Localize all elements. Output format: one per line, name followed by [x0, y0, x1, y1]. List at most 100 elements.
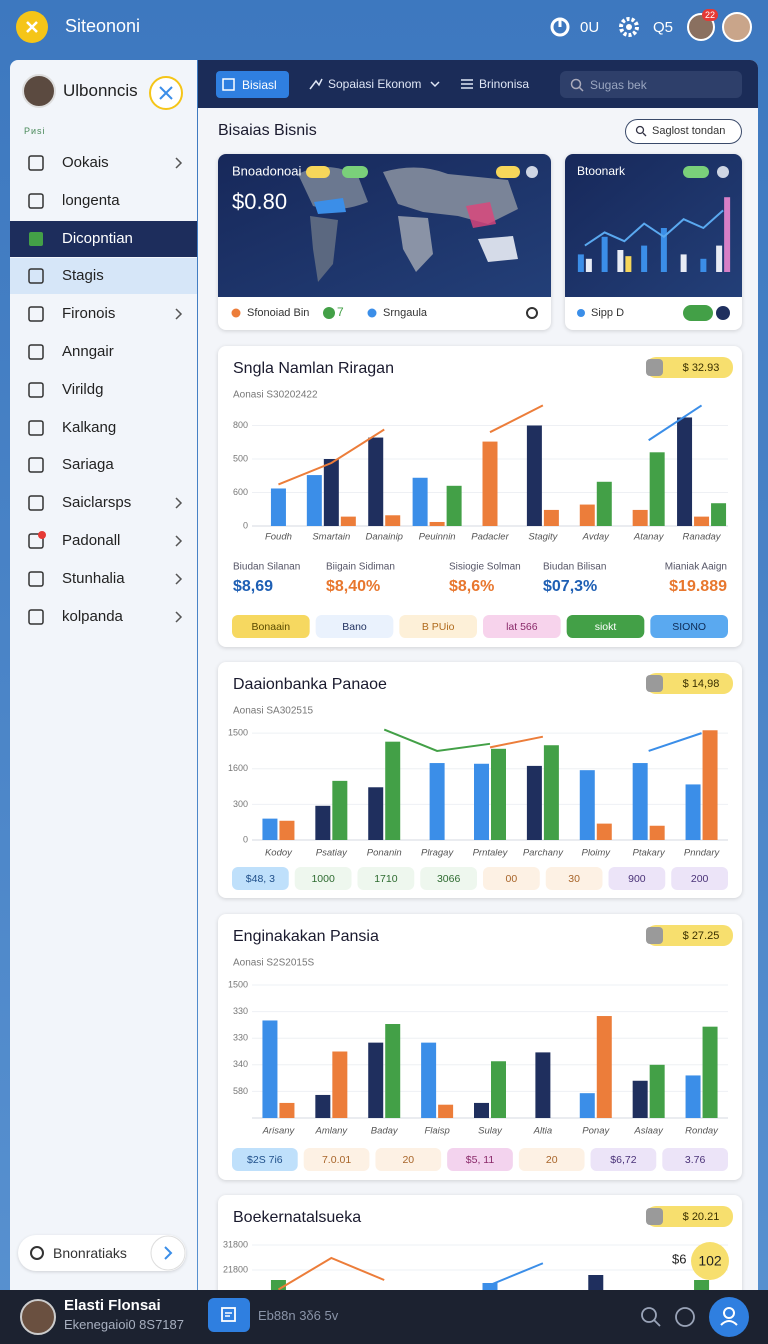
bar [279, 1102, 295, 1118]
continent [478, 236, 518, 262]
search-box[interactable]: Sugas bek [560, 71, 742, 98]
avatar[interactable] [722, 12, 752, 42]
pill-label: 900 [628, 873, 646, 885]
pill[interactable] [294, 867, 352, 890]
dropdown-icon [430, 81, 440, 88]
bar [641, 245, 648, 272]
pill[interactable] [545, 867, 603, 890]
menu-item[interactable]: Ookais [10, 145, 197, 181]
legend-label: Srngaula [383, 307, 428, 319]
pill-label: 30 [568, 873, 580, 885]
settings-icon[interactable] [617, 15, 641, 39]
legend-label: 7 [337, 305, 344, 319]
menu-item[interactable]: longenta [10, 183, 197, 219]
bar [649, 452, 665, 526]
tab[interactable]: Brinonisa [479, 77, 530, 91]
pill[interactable] [608, 867, 666, 890]
icon [716, 306, 730, 320]
menu-label: Padonall [62, 532, 121, 549]
user-button[interactable] [708, 1296, 750, 1338]
menu-item[interactable]: Sariaga [10, 447, 197, 483]
x-tick-label: Arisany [262, 1126, 296, 1137]
menu-item[interactable]: kolpanda [10, 599, 197, 635]
menu-item[interactable]: Stunhalia [10, 561, 197, 597]
menu-button[interactable] [16, 11, 48, 43]
menu-icon [28, 531, 46, 549]
icon [526, 166, 538, 178]
pill[interactable] [671, 867, 728, 890]
pill-label: lat 566 [506, 621, 538, 633]
menu-item[interactable]: Saiclarsps [10, 485, 197, 521]
icon[interactable] [526, 307, 538, 319]
chevron-shape [175, 497, 183, 509]
menu-item[interactable]: Stagis [10, 258, 197, 295]
mini-chart-card: Btoonark Sipp D [565, 154, 742, 330]
menu-item[interactable]: Anngair [10, 334, 197, 370]
pill[interactable] [566, 615, 645, 638]
pill[interactable] [232, 615, 310, 638]
pill[interactable] [590, 1148, 657, 1171]
next-button[interactable] [150, 1235, 186, 1271]
bar [474, 1102, 489, 1118]
pill[interactable] [483, 615, 561, 638]
pill[interactable] [375, 1148, 442, 1171]
action-button[interactable] [208, 1298, 250, 1332]
bar [535, 1052, 551, 1118]
x-tick-label: Stagity [528, 532, 558, 543]
x-tick-label: Ronday [685, 1126, 719, 1137]
bar [601, 236, 608, 272]
x-tick-label: Peuinnin [419, 532, 456, 543]
pill[interactable] [483, 867, 540, 890]
chart-title: Sngla Namlan Riragan [233, 360, 394, 377]
bar [660, 228, 667, 272]
menu-item[interactable]: Virildg [10, 372, 197, 408]
pill[interactable] [303, 1148, 370, 1171]
badge-value: $ 27.25 [683, 930, 720, 942]
x-tick-label: Altia [533, 1126, 552, 1137]
menu-item[interactable]: Padonall [10, 523, 197, 559]
pill[interactable] [518, 1148, 585, 1171]
pill[interactable] [357, 867, 415, 890]
menu-label: Stunhalia [62, 569, 125, 587]
toolbar: Bisiasl Sopaiasi Ekonom Brinonisa Sugas … [198, 60, 758, 108]
pill[interactable] [447, 1148, 513, 1171]
badge-avatar [646, 359, 663, 376]
close-button[interactable] [148, 75, 184, 111]
chart-title: Boekernatalsueka [233, 1209, 361, 1226]
search-placeholder: Sugas bek [590, 78, 647, 92]
pill-label: 3066 [437, 873, 461, 885]
status-icon[interactable] [672, 1304, 698, 1330]
icon-shape [28, 306, 44, 322]
menu-item[interactable]: Fironois [10, 296, 197, 332]
menu-icon [29, 231, 43, 246]
pill[interactable] [232, 867, 289, 890]
badge [646, 357, 733, 378]
menu-icon [28, 419, 44, 436]
sidebar-footer[interactable]: Bnonratiaks [18, 1235, 186, 1271]
refresh-icon [550, 17, 570, 37]
menu-item[interactable]: Kalkang [10, 410, 197, 446]
trend-line [489, 735, 544, 749]
menu-icon [28, 571, 44, 587]
y-tick-label: 340 [233, 1059, 248, 1069]
search-icon[interactable] [638, 1304, 664, 1330]
chevron [175, 535, 183, 547]
pill-label: 20 [546, 1154, 558, 1166]
footer-label: Bnonratiaks [53, 1245, 127, 1261]
tab[interactable]: Bisiasl [216, 71, 289, 98]
pill[interactable] [232, 1148, 298, 1171]
tab[interactable]: Sopaiasi Ekonom [328, 77, 422, 91]
badge-value: $ 20.21 [683, 1211, 720, 1223]
section-button[interactable]: Saglost tondan [625, 119, 742, 144]
map-title: Bnoadonoai [232, 163, 302, 178]
bar [680, 254, 687, 272]
pill[interactable] [420, 867, 477, 890]
pill[interactable] [399, 615, 477, 638]
icon-shape [28, 457, 44, 474]
stat-value: $07,3% [543, 578, 597, 595]
pill[interactable] [315, 615, 394, 638]
trend-line [383, 728, 491, 752]
pill[interactable] [650, 615, 728, 638]
menu-item[interactable]: Dicopntian [10, 220, 197, 257]
pill[interactable] [662, 1148, 728, 1171]
